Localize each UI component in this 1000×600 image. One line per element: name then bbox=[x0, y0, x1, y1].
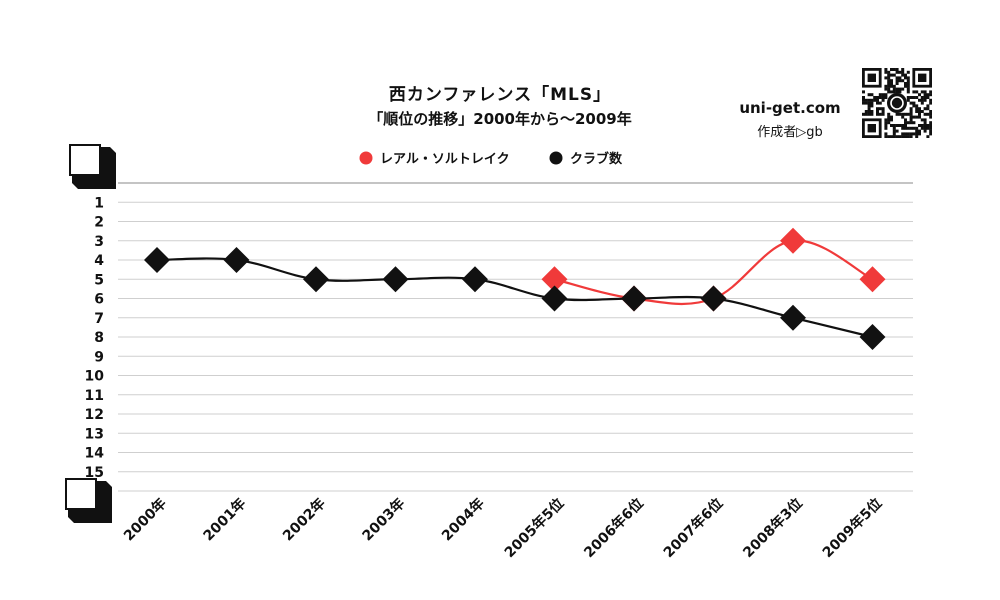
data-point bbox=[144, 247, 170, 273]
data-point bbox=[780, 304, 806, 331]
x-tick-label: 2004年 bbox=[438, 495, 487, 544]
data-point bbox=[223, 247, 250, 273]
y-tick-label: 2 bbox=[94, 215, 104, 231]
x-tick-label: 2008年3位 bbox=[740, 495, 806, 561]
corner-marker-bottom bbox=[65, 478, 112, 523]
data-point bbox=[382, 266, 409, 293]
y-tick-label: 1 bbox=[94, 195, 104, 211]
author-credit: 作成者▷gb bbox=[757, 125, 823, 140]
chart-subtitle: 「順位の推移」2000年から～2009年 bbox=[368, 110, 632, 128]
y-tick-label: 5 bbox=[94, 272, 104, 288]
legend-label: クラブ数 bbox=[570, 151, 623, 167]
x-tick-label: 2000年 bbox=[120, 495, 169, 544]
data-point bbox=[541, 285, 568, 312]
legend-label: レアル・ソルトレイク bbox=[380, 152, 510, 167]
y-tick-label: 9 bbox=[94, 349, 104, 365]
legend: レアル・ソルトレイク クラブ数 bbox=[359, 151, 623, 167]
data-point bbox=[700, 285, 727, 312]
data-point bbox=[541, 266, 568, 293]
y-tick-label: 15 bbox=[85, 465, 104, 481]
chart-title: 西カンファレンス「MLS」 bbox=[388, 85, 612, 105]
legend-swatch bbox=[549, 151, 563, 165]
y-tick-label: 13 bbox=[85, 426, 104, 442]
x-tick-label: 2006年6位 bbox=[581, 495, 647, 561]
x-tick-label: 2009年5位 bbox=[819, 495, 885, 561]
y-tick-label: 8 bbox=[94, 330, 104, 346]
series-layer bbox=[144, 227, 886, 350]
data-point bbox=[462, 266, 488, 293]
data-point bbox=[621, 285, 647, 312]
x-tick-label: 2005年5位 bbox=[501, 495, 567, 561]
y-tick-label: 6 bbox=[94, 292, 104, 308]
corner-markers bbox=[65, 144, 116, 523]
y-tick-label: 14 bbox=[85, 446, 105, 462]
site-name: uni-get.com bbox=[739, 99, 841, 117]
series-line bbox=[156, 257, 873, 339]
data-point bbox=[859, 266, 886, 293]
x-tick-label: 2001年 bbox=[200, 495, 249, 544]
y-tick-label: 12 bbox=[85, 407, 104, 423]
legend-item: レアル・ソルトレイク bbox=[359, 151, 510, 167]
data-point bbox=[780, 227, 806, 254]
qr-code-icon bbox=[862, 68, 932, 138]
y-tick-label: 11 bbox=[85, 388, 104, 404]
data-point bbox=[303, 266, 329, 293]
series-1 bbox=[144, 247, 886, 350]
gridlines bbox=[118, 182, 913, 492]
y-tick-label: 7 bbox=[94, 311, 104, 327]
y-tick-label: 4 bbox=[94, 253, 104, 269]
legend-swatch bbox=[359, 151, 373, 165]
y-tick-label: 10 bbox=[85, 369, 105, 385]
x-tick-label: 2007年6位 bbox=[660, 495, 726, 561]
x-tick-label: 2002年 bbox=[279, 495, 328, 544]
data-point bbox=[859, 324, 886, 350]
corner-marker-top bbox=[69, 144, 116, 189]
legend-item: クラブ数 bbox=[549, 151, 623, 167]
x-axis-ticks: 2000年 2001年 2002年 2003年 2004年 2005年5位 2006年6位 2… bbox=[120, 495, 885, 561]
x-tick-label: 2003年 bbox=[359, 495, 408, 544]
y-tick-label: 3 bbox=[94, 234, 104, 250]
